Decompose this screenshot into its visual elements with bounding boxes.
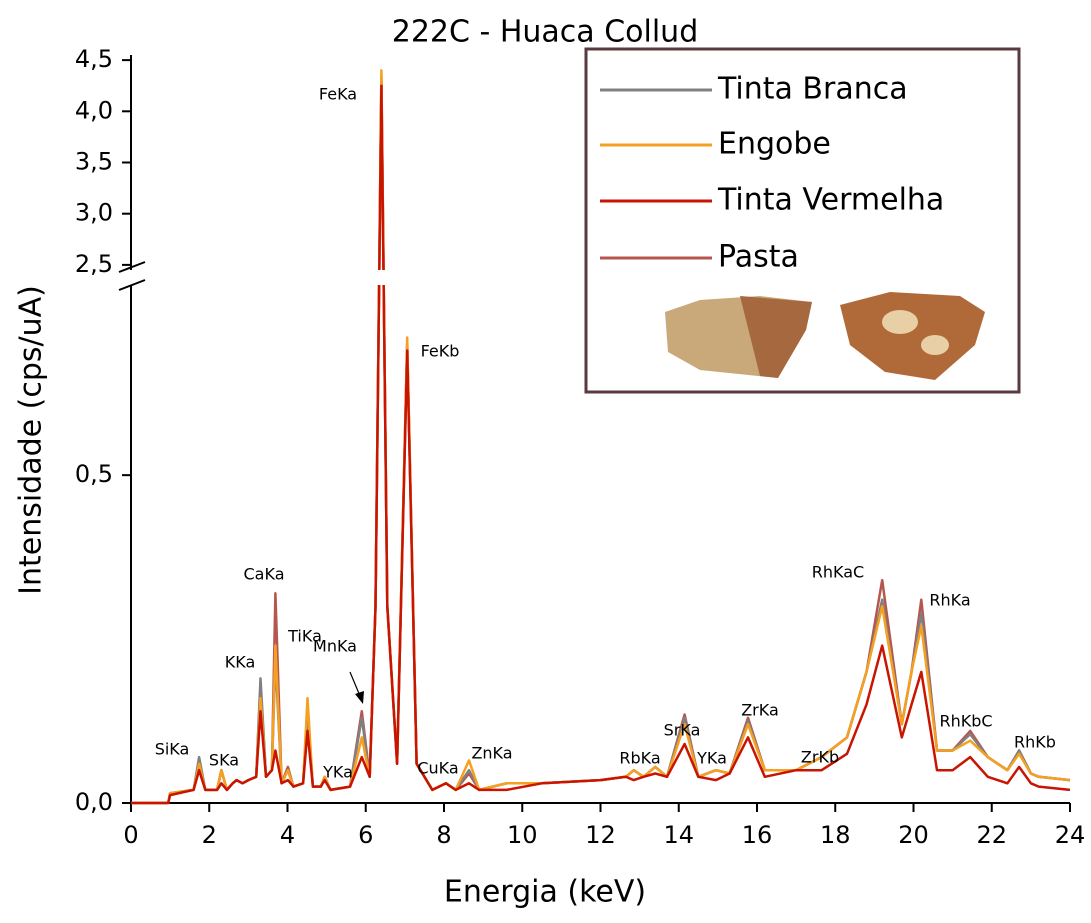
peak-label: ZrKa (741, 701, 779, 720)
peak-label: RhKaC (812, 563, 864, 582)
legend-label: Tinta Vermelha (717, 183, 944, 218)
peak-label: YKa (696, 749, 727, 768)
peak-label: CaKa (244, 565, 285, 584)
x-tick-label: 4 (280, 821, 295, 849)
x-tick-label: 18 (820, 821, 851, 849)
y-axis-label: Intensidade (cps/uA) (14, 285, 49, 595)
peak-label: MnKa (313, 637, 357, 656)
axis-break (118, 279, 146, 291)
peak-label: ZnKa (471, 744, 512, 763)
x-tick-label: 12 (585, 821, 616, 849)
annotation-arrow (349, 671, 361, 697)
y-tick-label: 0,0 (75, 788, 113, 816)
y-tick-label: 3,0 (75, 199, 113, 227)
sherd-right (840, 292, 985, 380)
x-tick-label: 8 (436, 821, 451, 849)
x-tick-label: 20 (898, 821, 929, 849)
spectrum-line (131, 84, 1071, 805)
annotation-arrowhead (355, 691, 364, 704)
x-tick-label: 10 (507, 821, 538, 849)
peak-label: RhKb (1014, 733, 1056, 752)
peak-label: SrKa (664, 721, 701, 740)
legend-label: Engobe (718, 127, 831, 162)
peak-label: RbKa (619, 749, 660, 768)
peak-label: KKa (225, 653, 256, 672)
x-tick-label: 24 (1055, 821, 1086, 849)
x-tick-label: 22 (976, 821, 1007, 849)
y-tick-label: 3,5 (75, 148, 113, 176)
y-tick-label: 0,5 (75, 460, 113, 488)
sherd-left-paint (740, 296, 812, 378)
x-tick-label: 2 (202, 821, 217, 849)
x-tick-label: 6 (358, 821, 373, 849)
y-tick-label: 4,0 (75, 96, 113, 124)
legend-label: Pasta (718, 240, 799, 275)
peak-label: SKa (209, 751, 239, 770)
axis-break-gap (369, 270, 394, 285)
axis-break (118, 261, 146, 273)
legend-entries: Tinta Branca Engobe Tinta Vermelha Pasta (600, 72, 944, 275)
legend-label: Tinta Branca (717, 72, 908, 107)
sherd-right-pattern (882, 310, 918, 334)
x-tick-label: 16 (742, 821, 773, 849)
peak-label: RhKbC (939, 712, 992, 731)
y-tick-label: 2,5 (75, 250, 113, 278)
x-tick-label: 0 (123, 821, 138, 849)
peak-label: ZrKb (801, 748, 839, 767)
peak-label: TiKa (287, 627, 322, 646)
peak-label: FeKa (319, 85, 357, 104)
plot-area: 0 2 4 6 8 10 12 14 16 18 20 22 240,00,52,53,03,54,04… (75, 45, 1085, 849)
peak-label: FeKb (421, 342, 460, 361)
sherd-photo (665, 292, 985, 380)
peak-label: RhKa (929, 591, 970, 610)
peak-label: CuKa (417, 759, 458, 778)
chart-title: 222C - Huaca Collud (392, 15, 699, 50)
x-tick-label: 14 (663, 821, 694, 849)
x-axis-label: Energia (keV) (444, 875, 646, 910)
peak-label: SiKa (155, 740, 190, 759)
peak-label: YKa (322, 763, 353, 782)
sherd-right-pattern (921, 335, 949, 355)
y-tick-label: 4,5 (75, 45, 113, 73)
